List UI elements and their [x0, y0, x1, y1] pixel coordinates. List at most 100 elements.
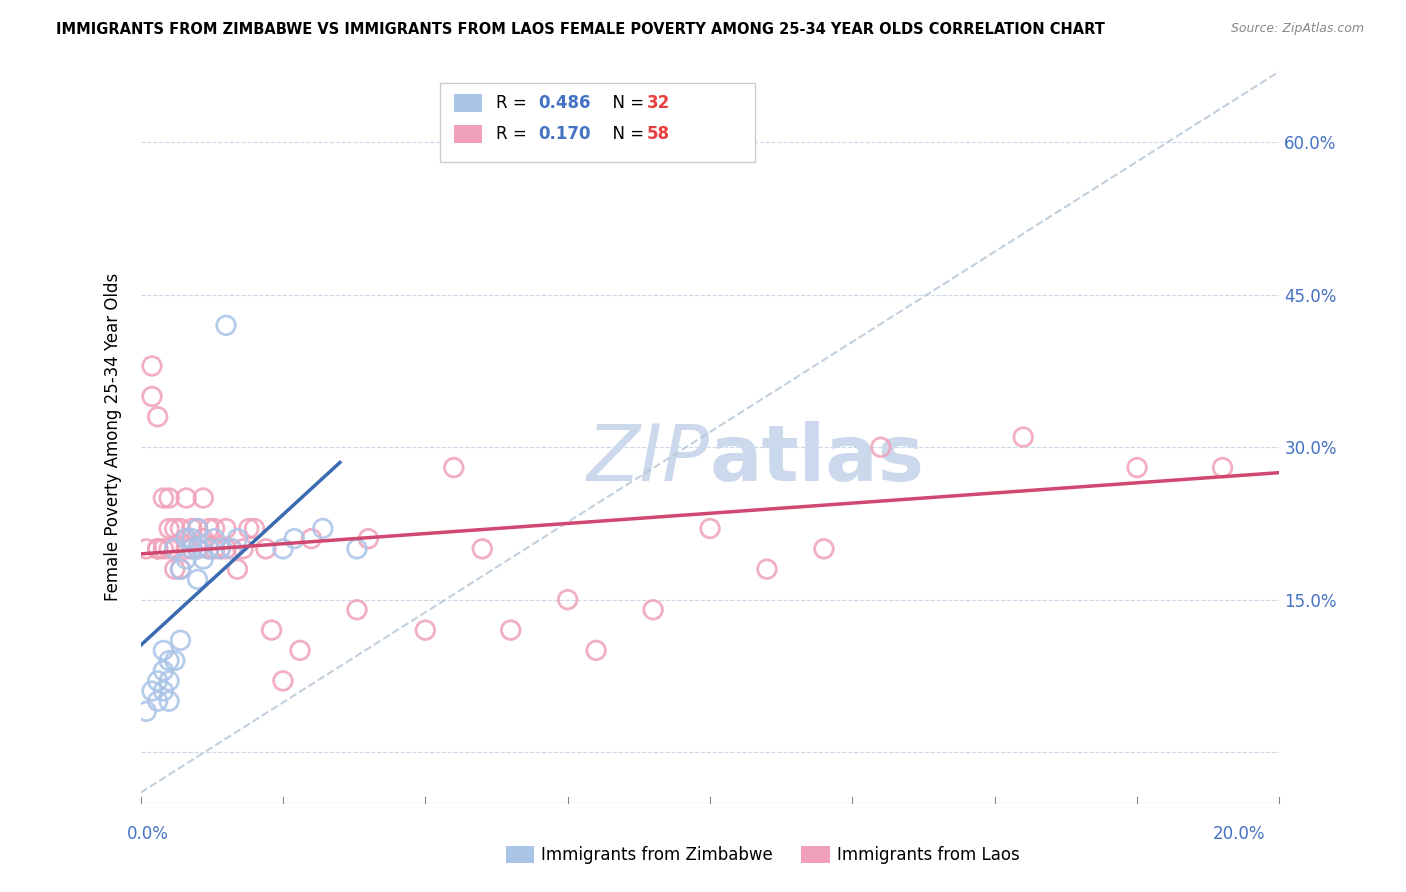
Text: N =: N = — [602, 94, 650, 112]
Point — [157, 541, 180, 556]
Point — [415, 623, 437, 637]
Point — [180, 521, 202, 535]
Point — [221, 541, 243, 556]
Point — [499, 623, 522, 637]
Point — [169, 633, 191, 648]
Text: N =: N = — [602, 125, 650, 143]
Point — [186, 521, 209, 535]
Text: Immigrants from Zimbabwe: Immigrants from Zimbabwe — [541, 846, 773, 863]
Point — [260, 623, 283, 637]
Point — [163, 521, 186, 535]
Point — [215, 318, 238, 333]
Point — [180, 532, 202, 546]
Point — [157, 673, 180, 688]
Point — [756, 562, 779, 576]
Text: Immigrants from Laos: Immigrants from Laos — [837, 846, 1019, 863]
Point — [471, 541, 494, 556]
Text: 0.170: 0.170 — [538, 125, 591, 143]
Point — [163, 654, 186, 668]
Point — [204, 541, 226, 556]
Point — [174, 541, 197, 556]
Text: atlas: atlas — [710, 421, 925, 497]
Point — [271, 673, 294, 688]
Text: R =: R = — [496, 125, 533, 143]
Point — [186, 541, 209, 556]
Point — [174, 491, 197, 505]
Point — [146, 409, 169, 424]
Point — [209, 541, 232, 556]
Point — [157, 521, 180, 535]
Y-axis label: Female Poverty Among 25-34 Year Olds: Female Poverty Among 25-34 Year Olds — [104, 273, 122, 601]
Point — [699, 521, 721, 535]
Point — [193, 532, 215, 546]
Text: 0.0%: 0.0% — [127, 825, 169, 843]
Point — [174, 532, 197, 546]
Point — [813, 541, 835, 556]
Point — [301, 532, 323, 546]
Point — [271, 541, 294, 556]
Point — [174, 552, 197, 566]
Point — [163, 541, 186, 556]
Point — [174, 532, 197, 546]
Point — [198, 521, 221, 535]
Point — [346, 541, 368, 556]
Point — [198, 541, 221, 556]
Point — [169, 562, 191, 576]
Point — [232, 541, 254, 556]
Point — [346, 603, 368, 617]
Point — [193, 491, 215, 505]
Point — [169, 562, 191, 576]
Point — [163, 562, 186, 576]
Text: 32: 32 — [647, 94, 671, 112]
Text: R =: R = — [496, 94, 533, 112]
Text: 58: 58 — [647, 125, 669, 143]
Point — [180, 541, 202, 556]
Point — [254, 541, 277, 556]
Point — [1126, 460, 1149, 475]
Point — [443, 460, 465, 475]
Point — [204, 532, 226, 546]
Point — [146, 673, 169, 688]
Point — [186, 521, 209, 535]
Text: 20.0%: 20.0% — [1213, 825, 1265, 843]
Point — [226, 532, 249, 546]
Point — [243, 521, 266, 535]
Point — [312, 521, 335, 535]
Point — [186, 541, 209, 556]
Point — [152, 684, 174, 698]
Point — [135, 705, 157, 719]
Point — [146, 694, 169, 708]
Point — [141, 359, 163, 373]
Point — [557, 592, 579, 607]
Point — [152, 491, 174, 505]
Point — [204, 521, 226, 535]
Point — [141, 684, 163, 698]
Text: 0.486: 0.486 — [538, 94, 591, 112]
Point — [146, 541, 169, 556]
Point — [226, 562, 249, 576]
Point — [209, 541, 232, 556]
Point — [152, 643, 174, 657]
Point — [152, 664, 174, 678]
Point — [152, 541, 174, 556]
Point — [870, 440, 893, 454]
Point — [1212, 460, 1234, 475]
Point — [186, 572, 209, 586]
Point — [238, 521, 260, 535]
Point — [146, 541, 169, 556]
Point — [585, 643, 607, 657]
Point — [357, 532, 380, 546]
Point — [643, 603, 665, 617]
Point — [141, 389, 163, 403]
Point — [163, 541, 186, 556]
Point — [198, 541, 221, 556]
Point — [283, 532, 305, 546]
Text: ZIP: ZIP — [588, 421, 710, 497]
Point — [157, 694, 180, 708]
Text: IMMIGRANTS FROM ZIMBABWE VS IMMIGRANTS FROM LAOS FEMALE POVERTY AMONG 25-34 YEAR: IMMIGRANTS FROM ZIMBABWE VS IMMIGRANTS F… — [56, 22, 1105, 37]
Point — [215, 521, 238, 535]
Point — [215, 541, 238, 556]
Point — [157, 654, 180, 668]
Text: Source: ZipAtlas.com: Source: ZipAtlas.com — [1230, 22, 1364, 36]
Point — [169, 521, 191, 535]
